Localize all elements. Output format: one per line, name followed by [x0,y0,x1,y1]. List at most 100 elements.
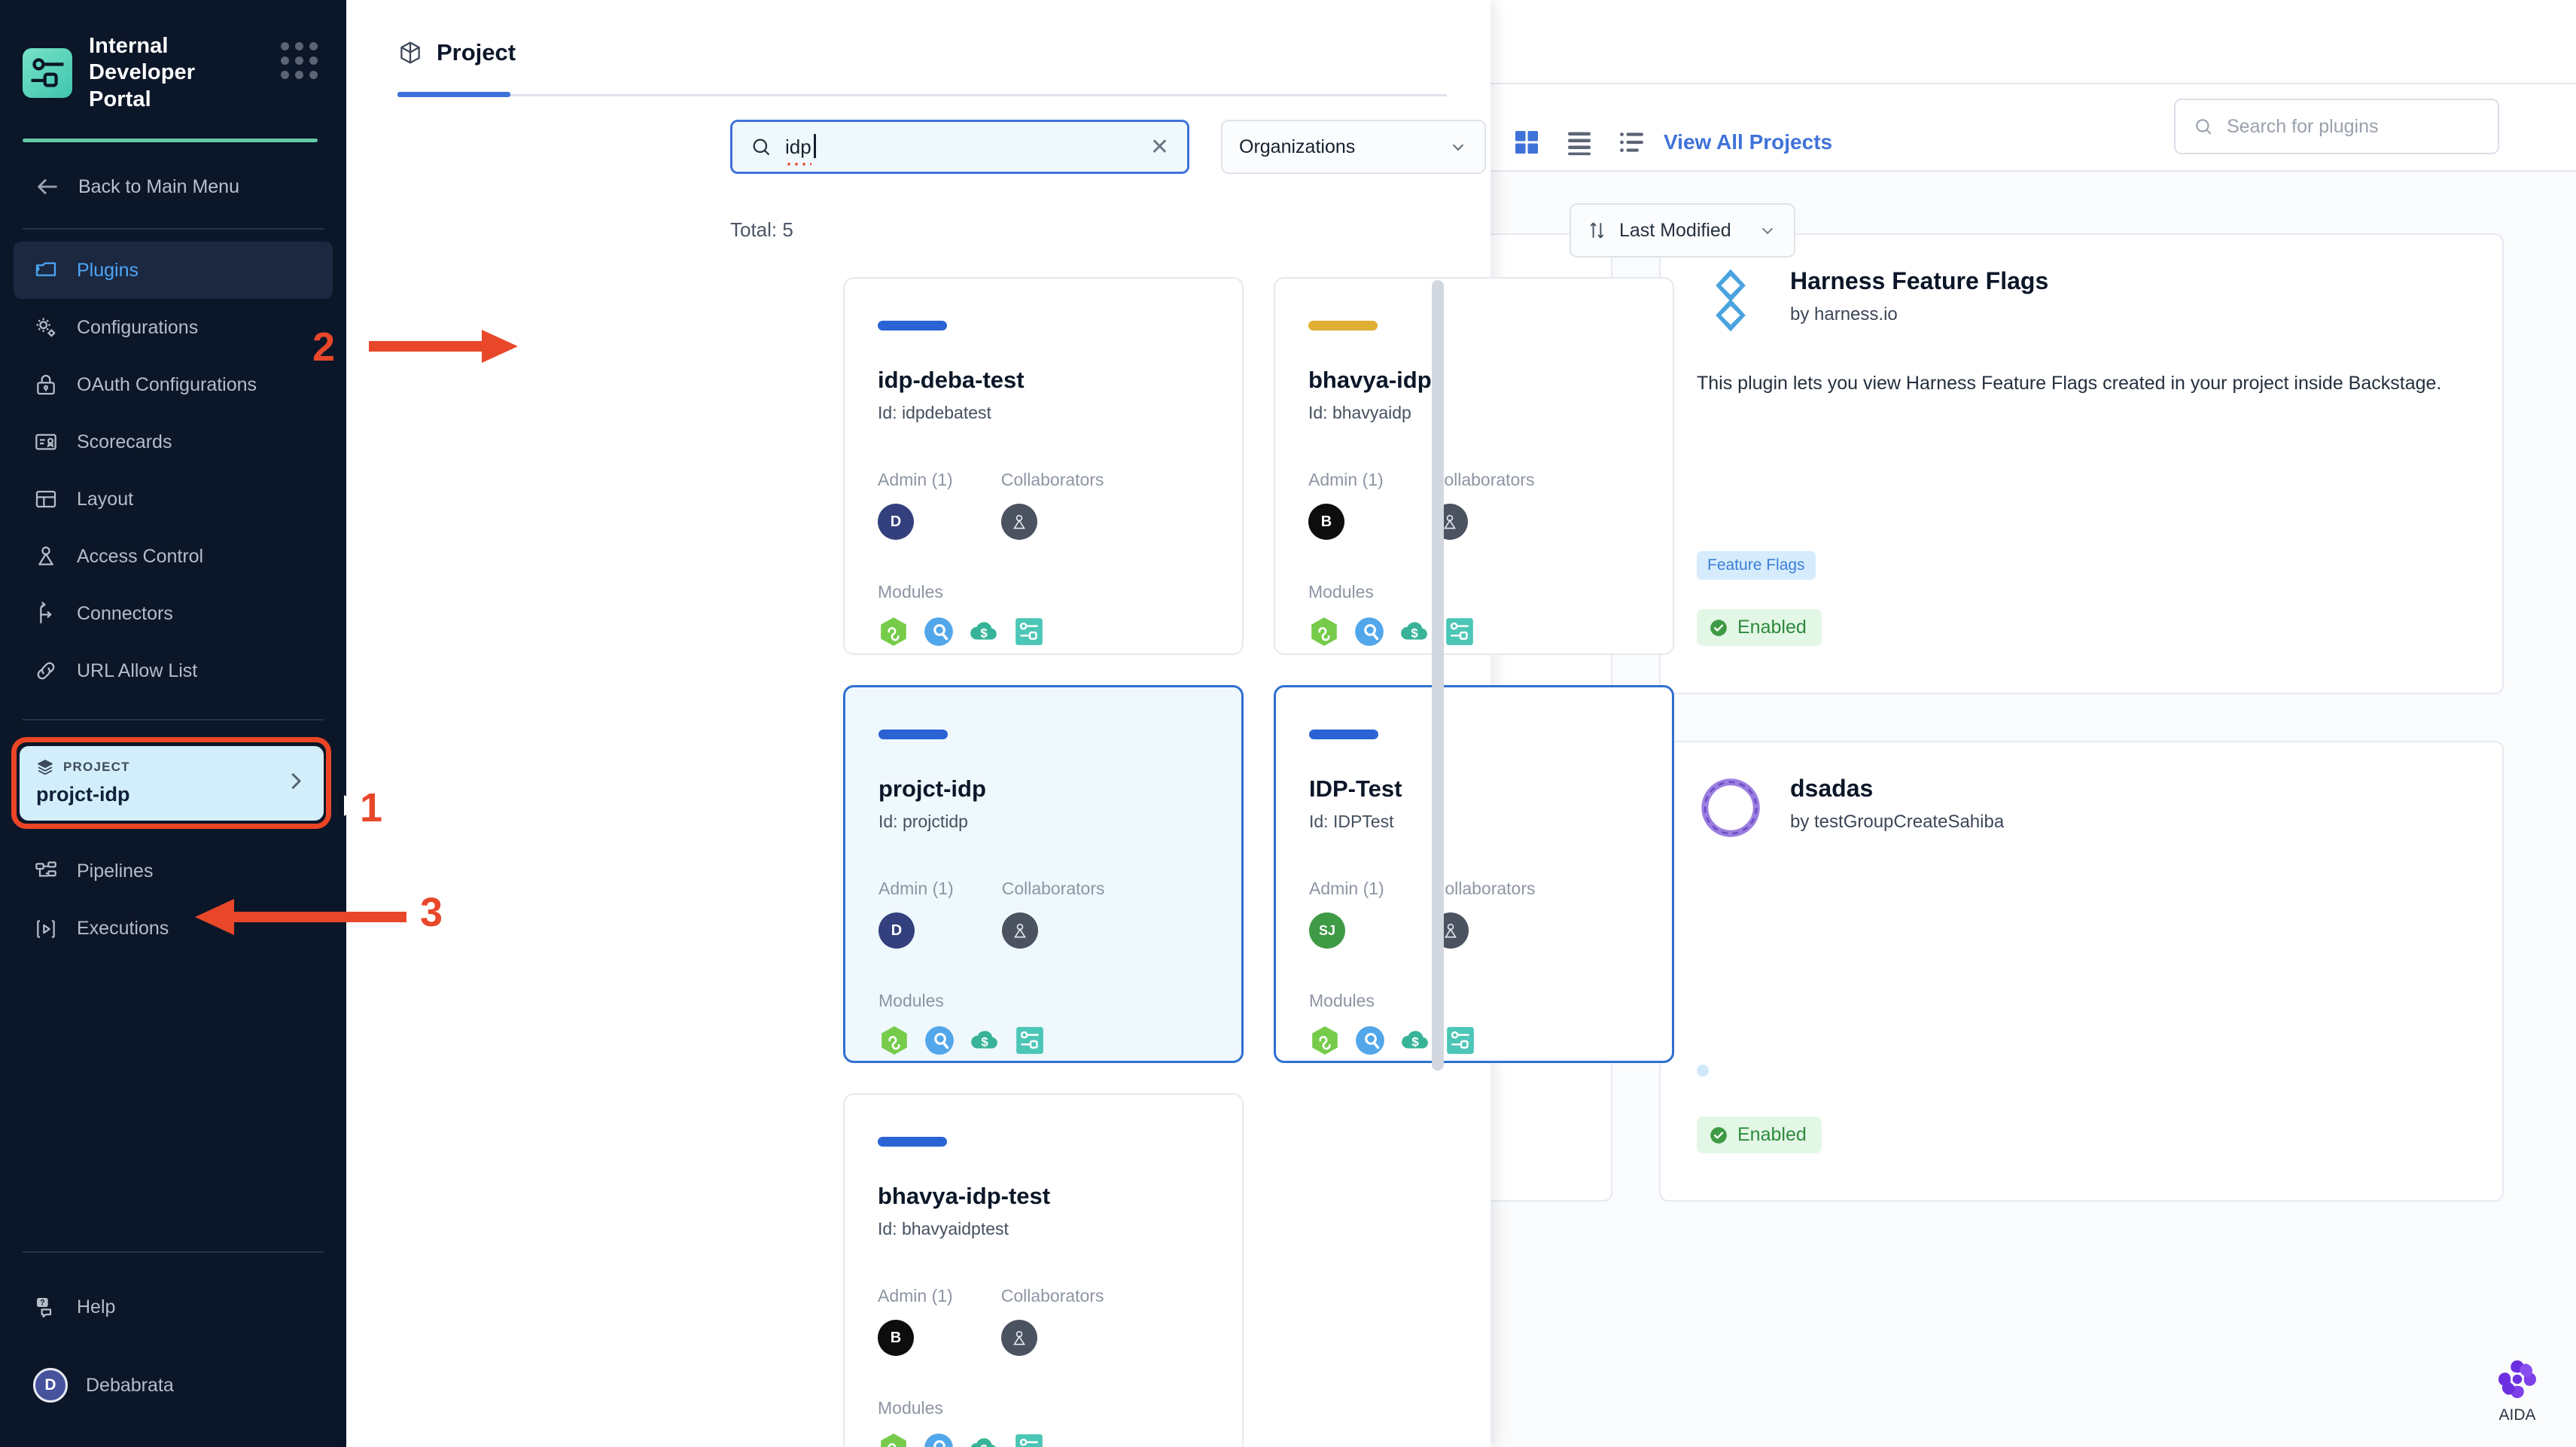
ci-module-icon [1355,617,1384,646]
user-profile-item[interactable]: D Debabrata [14,1357,333,1414]
plugin-card[interactable]: Harness Feature Flags by harness.io This… [1659,233,2504,694]
user-icon [1012,514,1025,529]
project-card-id: Id: IDPTest [1309,812,1394,831]
view-all-projects-link[interactable]: View All Projects [1664,130,1833,154]
ccm-module-icon: $ [1401,622,1427,640]
sidebar-item-layout[interactable]: Layout [14,471,333,528]
project-card-id: Id: bhavyaidp [1308,403,1411,422]
avatar: D [878,912,915,949]
sort-select-value: Last Modified [1619,219,1731,241]
sidebar-item-label: Layout [77,488,134,510]
plugin-status-text: Enabled [1737,1124,1807,1145]
total-count-label: Total: 5 [730,218,793,241]
sidebar-item-executions[interactable]: Executions [14,900,333,958]
modules-icons: $ [1308,616,1640,647]
organizations-select[interactable]: Organizations [1221,120,1486,174]
project-card-name: bhavya-idp-test [878,1183,1051,1209]
ccm-module-icon: $ [1402,1031,1428,1049]
sidebar-item-label: Plugins [77,259,139,281]
svg-text:$: $ [1411,1034,1419,1049]
user-name-label: Debabrata [86,1374,174,1396]
project-card[interactable]: bhavya-idp Id: bhavyaidp Admin (1) B Col… [1274,277,1674,655]
modules-label: Modules [878,582,943,602]
aida-button[interactable]: AIDA [2495,1357,2540,1424]
admin-column: Admin (1) SJ [1309,879,1384,949]
project-chip-name: projct-idp [36,783,130,806]
collaborators-column: Collaborators [1001,879,1105,949]
modules-icons: $ [878,616,1209,647]
project-accent-bar [878,730,948,739]
sidebar-item-plugins[interactable]: Plugins [14,242,333,300]
project-accent-bar [878,1137,947,1147]
idp-module-icon [1446,618,1473,645]
dsadas-logo-icon [1701,778,1760,837]
collaborators-label: Collaborators [1432,879,1536,898]
avatar: B [1308,504,1344,540]
plugin-search-input[interactable]: Search for plugins [2174,99,2499,154]
user-icon [1444,923,1457,938]
user-icon [1013,923,1026,938]
modules-label: Modules [878,1398,943,1418]
plugin-author: by testGroupCreateSahiba [1790,812,2005,833]
close-icon[interactable]: ✕ [1149,134,1169,160]
sidebar-divider-2 [23,719,324,721]
back-to-main-menu-button[interactable]: Back to Main Menu [0,142,346,200]
collaborators-column: Collaborators [1000,1286,1104,1356]
collaborators-label: Collaborators [1000,470,1104,489]
list-view-icon[interactable] [1566,129,1593,156]
panel-scrollbar[interactable] [1432,280,1444,1071]
connectors-icon [33,601,59,626]
sidebar-item-pipelines[interactable]: Pipelines [14,843,333,900]
view-toggle-group [1513,129,1646,156]
layout-icon [33,486,59,512]
sidebar-item-configurations[interactable]: Configurations [14,299,333,356]
grid-view-icon[interactable] [1513,129,1540,156]
project-accent-bar [1308,321,1378,331]
detail-view-icon[interactable] [1618,129,1646,156]
collaborator-avatar [1000,1320,1037,1356]
ci-module-icon [925,1026,954,1055]
tab-project-label: Project [437,39,516,65]
project-card-name: bhavya-idp [1308,367,1432,393]
sidebar-item-help[interactable]: ? Help [14,1278,333,1336]
apps-grid-icon[interactable] [281,42,318,79]
idp-module-icon [1015,618,1043,645]
plugin-card-header: Harness Feature Flags by harness.io [1697,267,2466,334]
idp-module-icon [1015,1434,1043,1447]
sidebar-item-oauth-configurations[interactable]: OAuth Configurations [14,356,333,413]
project-card[interactable]: bhavya-idp-test Id: bhavyaidptest Admin … [843,1093,1244,1447]
plugin-status-badge: Enabled [1697,1116,1822,1153]
ccm-module-icon: $ [971,1031,997,1049]
project-selector-chip[interactable]: PROJECT projct-idp [20,746,324,821]
modules-label: Modules [878,991,944,1010]
modules-label: Modules [1309,991,1375,1010]
ci-module-icon [924,617,953,646]
link-icon [33,658,59,684]
plugin-author: by harness.io [1790,304,1898,325]
project-card[interactable]: IDP-Test Id: IDPTest Admin (1) SJ Collab… [1274,685,1674,1063]
tab-project[interactable]: Project [346,0,1490,66]
search-icon [753,139,770,156]
user-icon [1012,1330,1025,1345]
project-card-selected[interactable]: projct-idp Id: projctidp Admin (1) D Col… [843,685,1244,1063]
project-accent-bar [878,321,947,331]
sidebar-item-url-allow-list[interactable]: URL Allow List [14,642,333,699]
project-chip-eyebrow: PROJECT [63,760,130,775]
project-card[interactable]: idp-deba-test Id: idpdebatest Admin (1) … [843,277,1244,655]
sidebar-item-connectors[interactable]: Connectors [14,585,333,642]
cd-module-icon [882,1026,907,1055]
sidebar-item-label: Configurations [77,316,199,338]
project-card-members: Admin (1) B Collaborators [1308,470,1640,540]
sidebar-item-label: Connectors [77,602,173,624]
plugin-status-badge: Enabled [1697,609,1822,646]
sidebar-item-scorecards[interactable]: Scorecards [14,413,333,471]
sort-select[interactable]: Last Modified [1570,203,1795,257]
svg-text:$: $ [1411,626,1418,640]
chevron-right-icon [285,770,307,797]
chevron-down-icon [1761,227,1774,235]
cd-module-icon [881,617,906,646]
project-search-input[interactable]: idp ✕ [730,120,1189,174]
plugin-card[interactable]: dsadas by testGroupCreateSahiba Enabled [1659,741,2504,1202]
sidebar-item-access-control[interactable]: Access Control [14,528,333,585]
user-icon [33,544,59,569]
